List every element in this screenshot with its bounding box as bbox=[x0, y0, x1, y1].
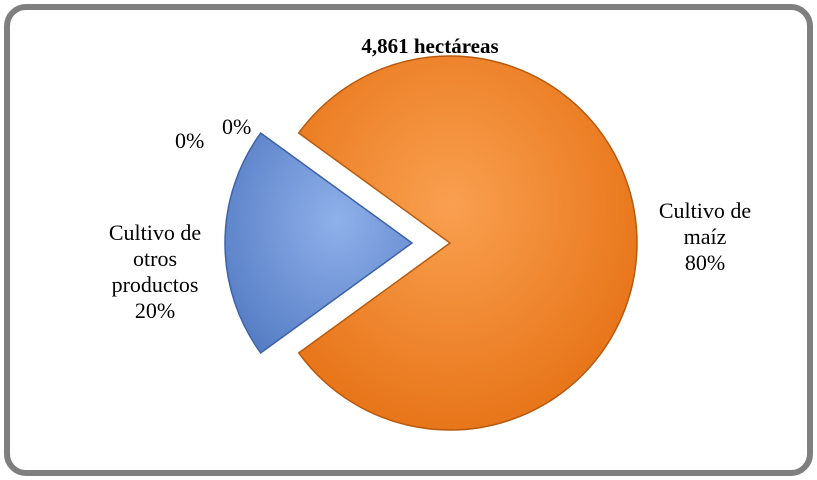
slice-category: Cultivo de maíz bbox=[658, 198, 752, 249]
slice-label: 0% bbox=[222, 114, 251, 140]
slice-label: Cultivo de otros productos 20% bbox=[90, 220, 220, 324]
slice-value-label: 80% bbox=[684, 250, 726, 275]
pie-slice bbox=[297, 55, 638, 431]
slice-value-label: 20% bbox=[134, 298, 176, 323]
chart-title: 4,861 hectáreas bbox=[361, 34, 499, 58]
slice-value-label: 0% bbox=[175, 128, 205, 153]
slice-value-label: 0% bbox=[222, 114, 252, 139]
slice-category: Cultivo de otros productos bbox=[108, 220, 202, 297]
pie-slice bbox=[224, 132, 414, 354]
slice-label: Cultivo de maíz 80% bbox=[640, 198, 770, 276]
slice-label: 0% bbox=[175, 128, 204, 154]
